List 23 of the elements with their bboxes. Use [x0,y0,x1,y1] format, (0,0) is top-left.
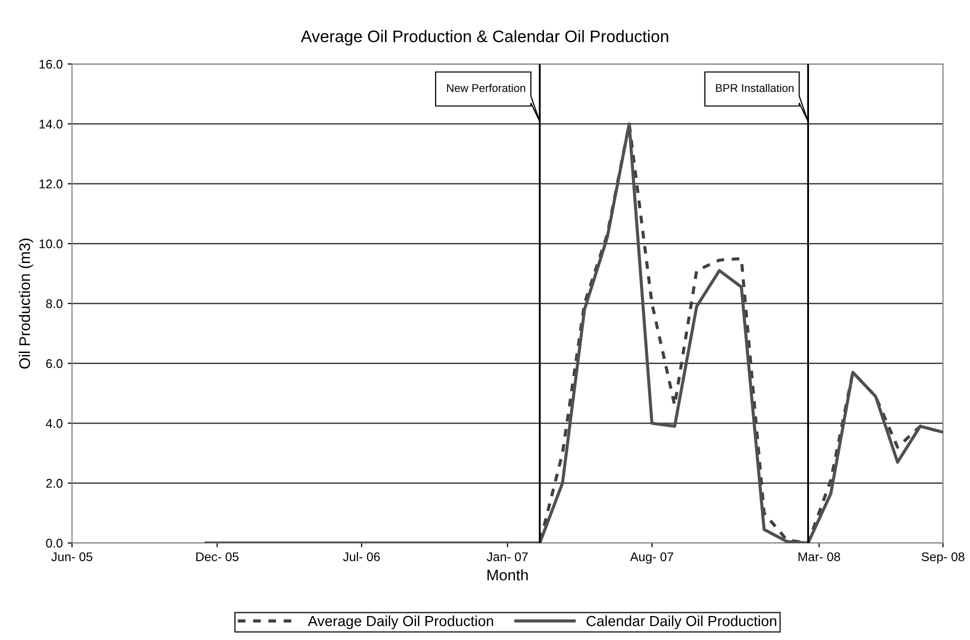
x-tick-label: Mar- 08 [798,552,840,562]
x-tick-label: Jan- 07 [486,552,528,562]
x-tick-label: Dec- 05 [196,552,239,562]
chart-title: Average Oil Production & Calendar Oil Production [300,30,668,46]
y-tick-label: 6.0 [46,359,62,368]
x-tick-label: Jul- 06 [343,552,380,562]
y-tick-label: 16.0 [40,60,62,69]
x-tick-label: Aug- 07 [630,552,674,564]
y-tick-label: 4.0 [46,419,62,428]
y-axis-title: Oil Production (m3) [18,238,34,369]
legend-label: Average Daily Oil Production [308,615,494,630]
y-tick-label: 10.0 [40,239,62,248]
legend-label: Calendar Daily Oil Production [586,615,776,630]
x-tick-label: Sep- 08 [922,552,964,564]
y-tick-label: 0.0 [46,538,62,548]
y-tick-label: 2.0 [46,478,62,488]
y-tick-label: 12.0 [40,180,62,188]
ref-line-label: New Perforation [447,84,526,92]
y-tick-label: 14.0 [40,120,62,129]
x-axis-title: Month [488,569,528,580]
ref-line-label: BPR Installation [716,84,794,92]
y-tick-label: 8.0 [46,299,62,308]
x-tick-label: Jun- 05 [51,552,92,562]
